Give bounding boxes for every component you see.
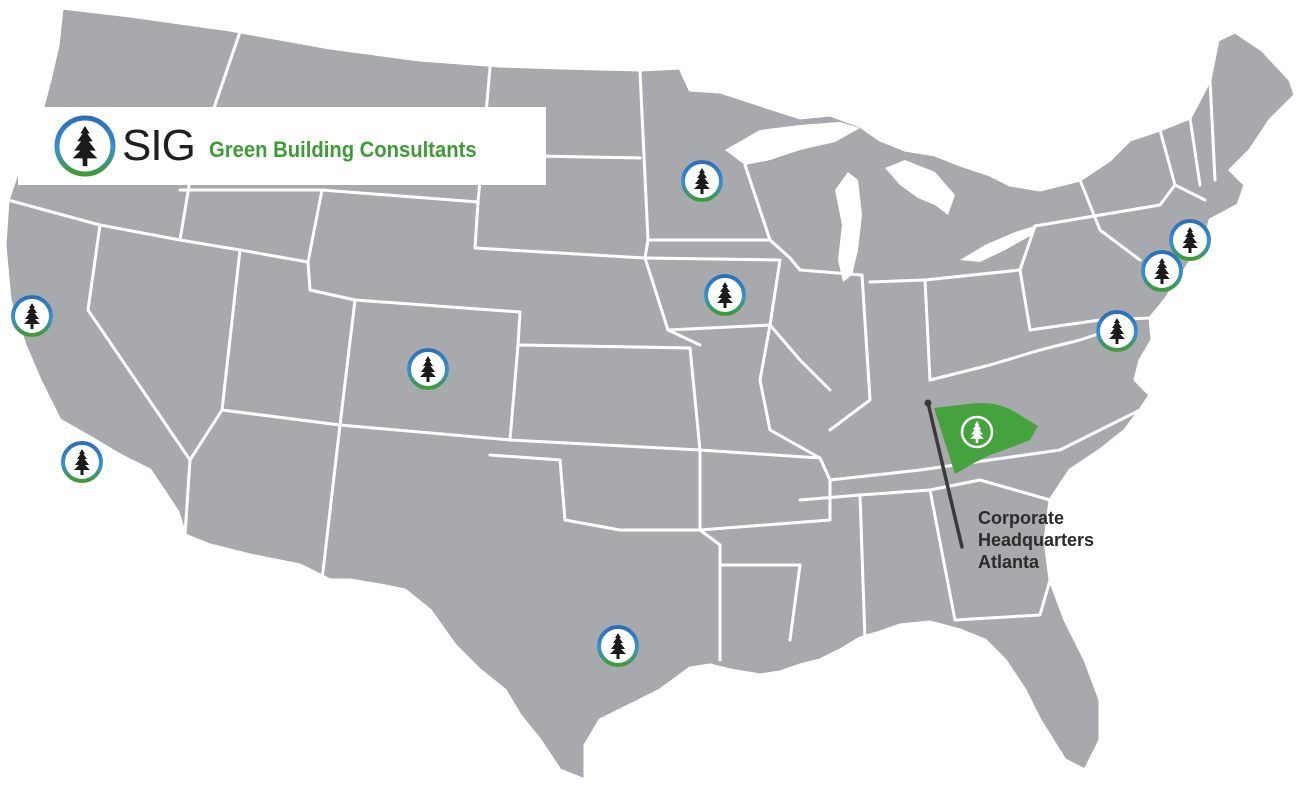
- pine-tree-circle-icon[interactable]: [597, 625, 639, 667]
- company-name: SIG: [122, 121, 196, 170]
- company-tagline: Green Building Consultants: [208, 137, 477, 162]
- lake-erie: [960, 226, 1035, 262]
- state-borders: [6, 6, 1217, 662]
- headquarters-label-line: Headquarters: [978, 530, 1095, 550]
- pine-tree-circle-icon[interactable]: [1169, 219, 1211, 261]
- pine-tree-circle-icon[interactable]: [407, 348, 449, 390]
- pine-tree-circle-icon[interactable]: [1096, 310, 1138, 352]
- us-landmass: [3, 6, 1297, 782]
- pine-tree-logo-icon: [54, 115, 116, 177]
- pine-tree-circle-icon[interactable]: [11, 295, 53, 337]
- lake-huron: [885, 160, 955, 215]
- green-flag-icon[interactable]: [924, 399, 1039, 549]
- headquarters-label-line: Corporate: [978, 508, 1065, 528]
- headquarters-label: Corporate Headquarters Atlanta: [978, 507, 1094, 573]
- lake-michigan: [835, 172, 862, 282]
- pine-tree-circle-icon[interactable]: [704, 274, 746, 316]
- pine-tree-circle-icon[interactable]: [61, 441, 103, 483]
- headquarters-label-line: Atlanta: [978, 552, 1040, 572]
- pine-tree-circle-icon[interactable]: [681, 160, 723, 202]
- lake-superior: [725, 122, 860, 165]
- pine-tree-circle-icon[interactable]: [1141, 250, 1183, 292]
- logo-panel: SIG Green Building Consultants: [18, 107, 546, 185]
